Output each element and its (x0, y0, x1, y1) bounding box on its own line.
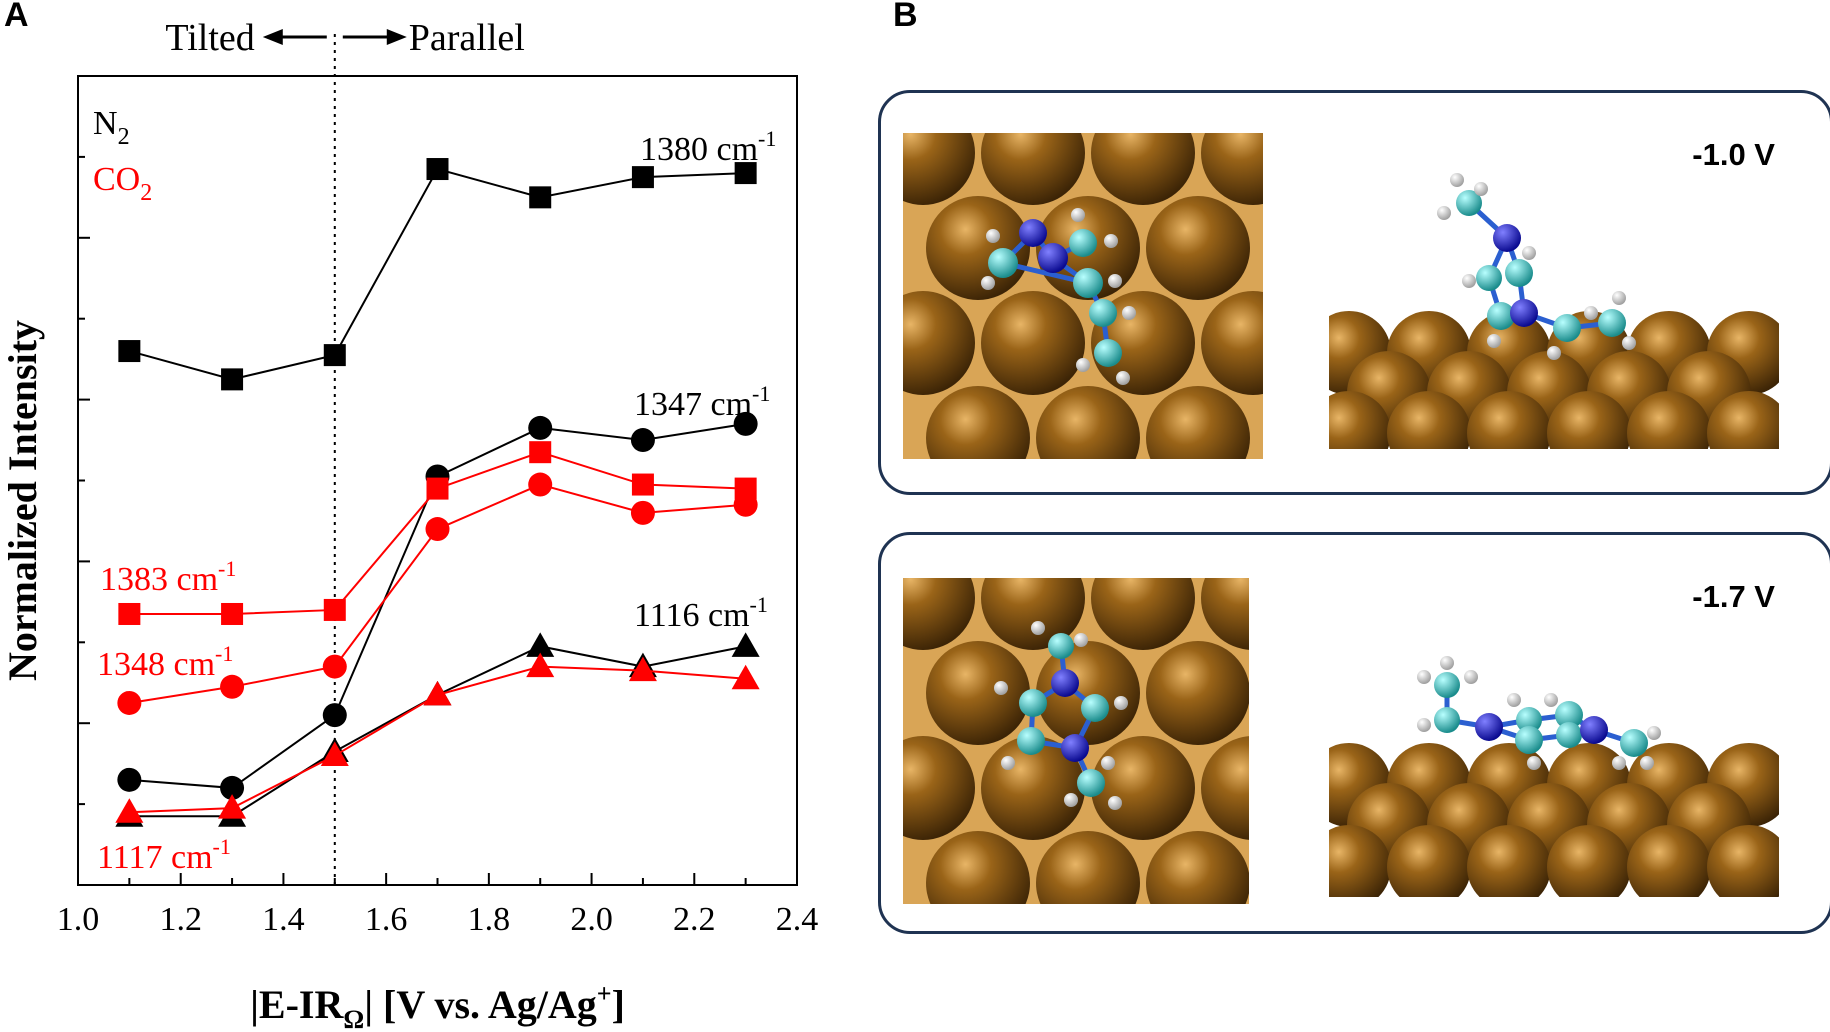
x-tick-label: 1.2 (159, 901, 202, 938)
data-point-square (529, 441, 552, 464)
data-point-circle (220, 775, 245, 800)
x-tick-label: 2.4 (776, 901, 819, 938)
data-point-circle (117, 690, 142, 715)
top-view-render-top (903, 133, 1263, 459)
top-view-render-bottom (903, 578, 1249, 904)
data-point-square (221, 602, 244, 625)
left-arrow-icon (262, 29, 283, 45)
series-line (129, 167, 746, 381)
data-point-triangle (320, 741, 349, 767)
data-point-square (221, 368, 244, 391)
potential-label-bottom: -1.7 V (1692, 579, 1775, 614)
series-annotation: 1117 cm-1 (97, 834, 231, 876)
data-point-square (323, 344, 346, 367)
copper-surface-bottom (903, 578, 1249, 904)
potential-label-top: -1.0 V (1692, 137, 1775, 172)
panel-b-label: B (893, 0, 918, 34)
molecule-top-view-2 (994, 621, 1128, 810)
x-tick-label: 2.2 (673, 901, 716, 938)
data-point-square (631, 473, 654, 496)
data-point-circle (425, 517, 450, 542)
right-arrow-icon (386, 29, 407, 45)
side-view-render-top (1329, 173, 1779, 459)
series-annotation: 1383 cm-1 (100, 556, 236, 598)
data-point-circle (220, 674, 245, 699)
data-point-circle (322, 703, 347, 728)
data-point-circle (630, 428, 655, 453)
data-point-square (734, 162, 757, 185)
data-point-circle (733, 492, 758, 517)
data-point-circle (322, 654, 347, 679)
x-tick-label: 2.0 (570, 901, 613, 938)
x-tick-label: 1.0 (57, 901, 100, 938)
data-point-circle (117, 767, 142, 792)
legend-entry: CO2 (93, 161, 152, 206)
molecule-top-view-1 (981, 208, 1136, 385)
simulation-panel-top: -1.0 V (878, 90, 1830, 495)
tilted-label: Tilted (165, 17, 254, 59)
data-point-triangle (526, 652, 555, 678)
data-point-circle (630, 500, 655, 525)
intensity-chart: 1.0 1.2 1.4 1.6 1.8 2.0 2.2 2.4 Tilted Parallel |E… (0, 17, 819, 1032)
data-point-triangle (731, 632, 760, 657)
x-tick-label: 1.6 (365, 901, 408, 938)
data-point-square (426, 477, 449, 500)
series-annotation: 1380 cm-1 (640, 126, 776, 168)
copper-slab-bottom (1329, 743, 1779, 905)
x-tick-label: 1.8 (468, 901, 511, 938)
side-view-render-bottom (1329, 656, 1779, 905)
data-point-circle (528, 472, 553, 497)
data-point-triangle (628, 656, 657, 682)
data-point-triangle (423, 680, 452, 706)
molecule-side-view-1 (1437, 173, 1636, 360)
x-tick-label: 1.4 (262, 901, 305, 938)
data-point-square (118, 602, 141, 625)
series-annotation: 1347 cm-1 (634, 381, 770, 423)
legend-entry: N2 (93, 105, 130, 150)
data-point-circle (528, 415, 553, 440)
data-point-square (426, 158, 449, 181)
data-point-triangle (731, 664, 760, 690)
data-point-square (118, 340, 141, 363)
series-annotation: 1116 cm-1 (634, 592, 768, 634)
data-point-square (323, 598, 346, 621)
molecule-side-view-2 (1417, 656, 1661, 770)
series-annotation: 1348 cm-1 (97, 641, 233, 683)
data-point-triangle (218, 794, 247, 819)
data-point-square (529, 186, 552, 209)
simulation-panel-bottom: -1.7 V (878, 532, 1830, 934)
x-axis-label: |E-IRΩ| [V vs. Ag/Ag+] (250, 979, 625, 1032)
copper-slab-top (1329, 311, 1779, 459)
data-point-triangle (115, 798, 144, 823)
panel-a-label: A (4, 0, 29, 34)
y-axis-label: Normalized Intensity (0, 320, 45, 681)
data-point-triangle (526, 632, 555, 657)
data-point-square (631, 166, 654, 189)
data-point-square (734, 477, 757, 500)
parallel-label: Parallel (409, 17, 525, 59)
data-point-circle (733, 411, 758, 436)
